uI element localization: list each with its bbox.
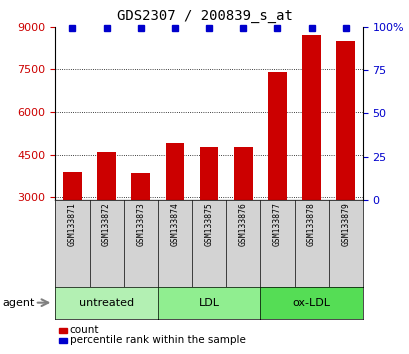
- Text: GSM133875: GSM133875: [204, 202, 213, 246]
- Bar: [131, 173, 150, 200]
- Bar: [233, 147, 252, 200]
- Text: LDL: LDL: [198, 298, 219, 308]
- Text: GSM133878: GSM133878: [306, 202, 315, 246]
- Text: GSM133877: GSM133877: [272, 202, 281, 246]
- Text: GSM133872: GSM133872: [102, 202, 111, 246]
- Bar: [97, 152, 116, 200]
- Text: percentile rank within the sample: percentile rank within the sample: [70, 335, 245, 345]
- Text: ox-LDL: ox-LDL: [292, 298, 330, 308]
- Text: GSM133873: GSM133873: [136, 202, 145, 246]
- Bar: [63, 172, 82, 200]
- Text: GSM133871: GSM133871: [68, 202, 77, 246]
- Text: GSM133879: GSM133879: [340, 202, 349, 246]
- Text: untreated: untreated: [79, 298, 134, 308]
- Text: GDS2307 / 200839_s_at: GDS2307 / 200839_s_at: [117, 9, 292, 23]
- Text: GSM133874: GSM133874: [170, 202, 179, 246]
- Text: GSM133876: GSM133876: [238, 202, 247, 246]
- Bar: [335, 41, 354, 200]
- Bar: [199, 147, 218, 200]
- Text: agent: agent: [2, 298, 34, 308]
- Bar: [267, 72, 286, 200]
- Bar: [165, 143, 184, 200]
- Text: count: count: [70, 325, 99, 335]
- Bar: [301, 35, 320, 200]
